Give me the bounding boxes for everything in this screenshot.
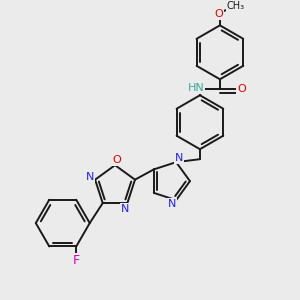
Text: HN: HN (188, 83, 204, 93)
Text: N: N (86, 172, 94, 182)
Text: F: F (73, 254, 80, 267)
Text: O: O (214, 9, 223, 20)
Text: O: O (238, 84, 246, 94)
Text: O: O (113, 155, 122, 165)
Text: N: N (168, 199, 176, 209)
Text: CH₃: CH₃ (227, 2, 245, 11)
Text: N: N (175, 153, 183, 163)
Text: N: N (121, 204, 130, 214)
